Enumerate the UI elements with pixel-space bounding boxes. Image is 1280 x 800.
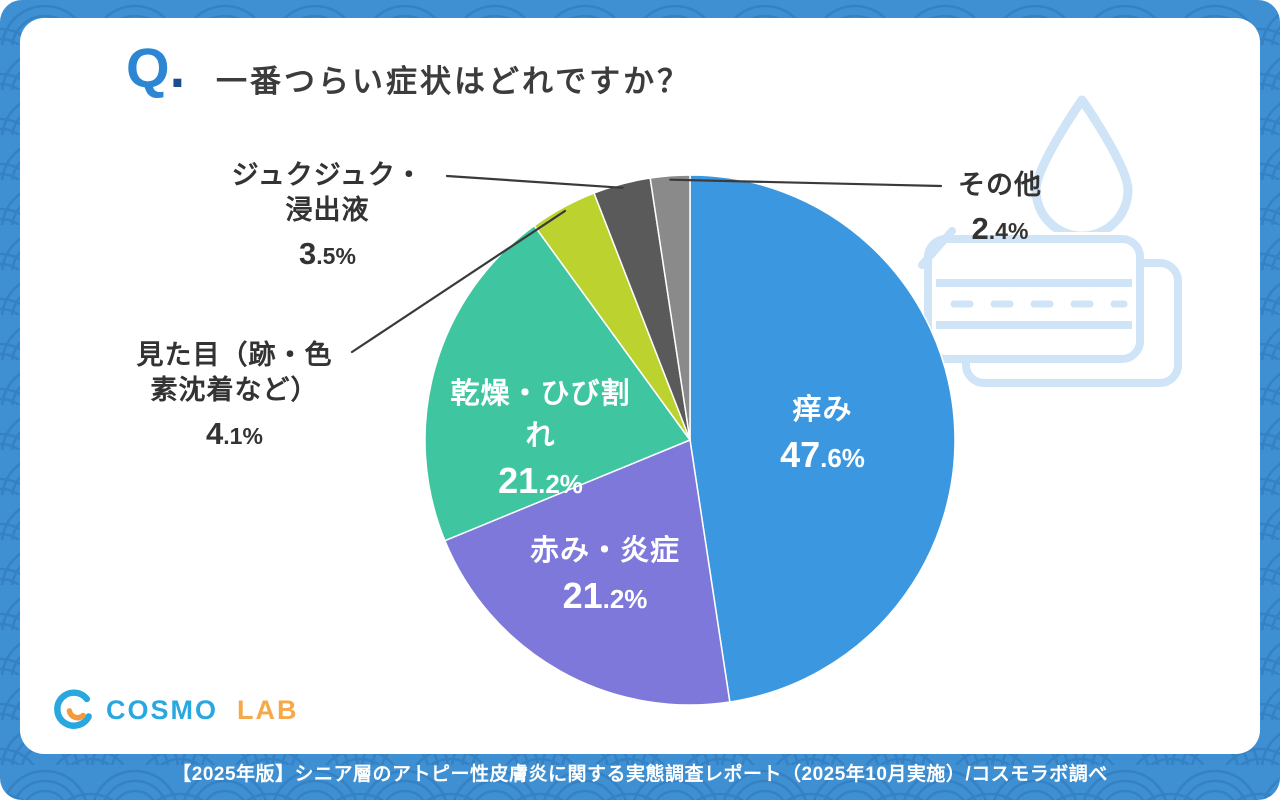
label-exudate-value: 3.5% [299,236,356,272]
label-redness-value: 21.2% [562,575,648,616]
label-other-name: その他 [958,170,1042,200]
label-appearance: 見た目（跡・色 素沈着など） 4.1% [112,338,357,452]
cosmo-logo-icon [54,689,92,729]
label-appearance-line2: 素沈着など） [150,375,319,406]
q-period: . [169,36,186,99]
pie-slice-redness [443,438,731,706]
page-title: 一番つらい症状はどれですか？ [216,64,692,99]
leader-line-appearance [350,209,567,354]
label-exudate-line2: 浸出液 [285,195,370,226]
label-itching-name: 痒み [792,394,853,426]
leader-line-exudate [445,174,624,189]
cosmo-lab-logo: COSMO LAB [52,688,299,732]
footer-caption: 【2025年版】シニア層のアトピー性皮膚炎に関する実態調査レポート（2025年1… [172,764,1108,785]
logo-text-lab: LAB [237,694,299,725]
label-dryness-value: 21.2% [498,460,583,501]
label-redness-name: 赤み・炎症 [529,535,680,567]
label-itching: 痒み 47.6% [730,386,915,476]
pie-slice-itching [689,174,956,703]
question-mark: Q. [126,40,185,96]
label-exudate: ジュクジュク・ 浸出液 3.5% [205,158,450,272]
label-exudate-line1: ジュクジュク・ [231,160,424,190]
label-redness: 赤み・炎症 21.2% [505,527,705,617]
leader-line-other [669,178,943,188]
leader-lines-group [350,174,943,354]
label-appearance-line1: 見た目（跡・色 [136,340,333,370]
label-other: その他 2.4% [925,168,1075,247]
q-letter: Q [126,36,170,99]
label-dryness-name: 乾燥・ひび割れ [450,378,631,452]
label-other-value: 2.4% [971,211,1029,247]
label-appearance-value: 4.1% [206,416,263,452]
label-itching-value: 47.6% [780,434,865,475]
label-dryness: 乾燥・ひび割れ 21.2% [438,370,643,502]
logo-text-cosmo: COSMO [106,694,219,725]
pie-slice-other [649,174,691,441]
pie-slices-group [424,174,956,706]
